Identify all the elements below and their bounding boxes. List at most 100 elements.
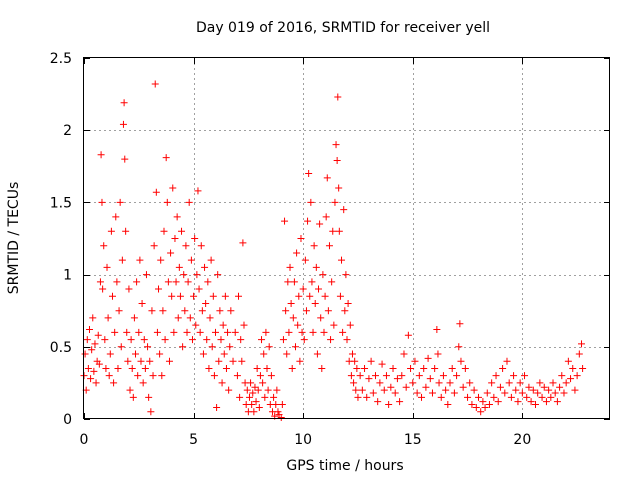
data-point [105, 372, 113, 380]
data-point [389, 364, 397, 372]
data-point [118, 256, 126, 264]
data-point [133, 278, 141, 286]
data-point [117, 343, 125, 351]
data-point [553, 398, 561, 406]
data-point [404, 331, 412, 339]
data-point [90, 367, 98, 375]
data-point [567, 375, 575, 383]
data-point [94, 331, 102, 339]
data-point [127, 336, 135, 344]
data-point [330, 321, 338, 329]
data-point [387, 383, 395, 391]
data-point [331, 198, 339, 206]
data-point [435, 379, 443, 387]
data-point [84, 364, 92, 372]
data-point [464, 393, 472, 401]
data-point [233, 372, 241, 380]
data-point [128, 364, 136, 372]
data-point [151, 80, 159, 88]
data-point [251, 383, 259, 391]
data-point [262, 328, 270, 336]
data-point [562, 379, 570, 387]
data-point [290, 278, 298, 286]
data-point [367, 357, 375, 365]
data-point [267, 372, 275, 380]
data-point [134, 372, 142, 380]
x-tick-label: 0 [80, 432, 89, 448]
data-point [130, 314, 138, 322]
data-point [175, 263, 183, 271]
data-point [129, 393, 137, 401]
data-point [538, 393, 546, 401]
data-point [298, 328, 306, 336]
data-point [431, 364, 439, 372]
data-point [439, 372, 447, 380]
data-point [256, 372, 264, 380]
data-point [385, 401, 393, 409]
data-point [173, 213, 181, 221]
data-point [146, 357, 154, 365]
data-point [304, 217, 312, 225]
axis-ticks [84, 58, 610, 420]
data-point [95, 360, 103, 368]
data-point [402, 383, 410, 391]
data-point [398, 372, 406, 380]
data-point [197, 242, 205, 250]
data-point [172, 278, 180, 286]
data-point [323, 174, 331, 182]
data-point [343, 336, 351, 344]
data-point [573, 372, 581, 380]
data-point [575, 350, 583, 358]
data-point [100, 242, 108, 250]
data-point [376, 379, 384, 387]
data-point [380, 386, 388, 394]
data-point [195, 285, 203, 293]
data-point [185, 198, 193, 206]
data-point [97, 151, 105, 159]
data-point [184, 278, 192, 286]
data-point [113, 278, 121, 286]
data-point [210, 372, 218, 380]
data-point [116, 198, 124, 206]
data-point [201, 263, 209, 271]
data-point [208, 343, 216, 351]
data-point [341, 307, 349, 315]
data-point [322, 213, 330, 221]
data-point [164, 278, 172, 286]
data-point [182, 242, 190, 250]
data-point [325, 242, 333, 250]
data-point [319, 271, 327, 279]
data-point [512, 386, 520, 394]
data-point [85, 325, 93, 333]
x-tick-label: 5 [189, 432, 198, 448]
data-point [338, 256, 346, 264]
grid-lines [84, 58, 610, 419]
data-point [483, 389, 491, 397]
data-point [505, 379, 513, 387]
data-point [320, 328, 328, 336]
data-point [212, 328, 219, 336]
data-point [496, 383, 504, 391]
data-point [339, 328, 347, 336]
data-point [126, 386, 134, 394]
data-point [255, 403, 263, 411]
data-point [119, 120, 127, 128]
data-point [350, 379, 358, 387]
data-point [273, 386, 281, 394]
data-point [313, 350, 321, 358]
data-point [335, 227, 343, 235]
data-point [205, 364, 213, 372]
data-point [453, 372, 461, 380]
data-point [529, 386, 537, 394]
data-point [503, 357, 511, 365]
data-point [510, 372, 518, 380]
data-point [456, 320, 464, 328]
data-point [288, 364, 296, 372]
data-point [316, 220, 324, 228]
data-point [215, 357, 223, 365]
data-point [307, 198, 315, 206]
data-point [534, 389, 542, 397]
data-point [157, 256, 165, 264]
data-point [240, 321, 248, 329]
